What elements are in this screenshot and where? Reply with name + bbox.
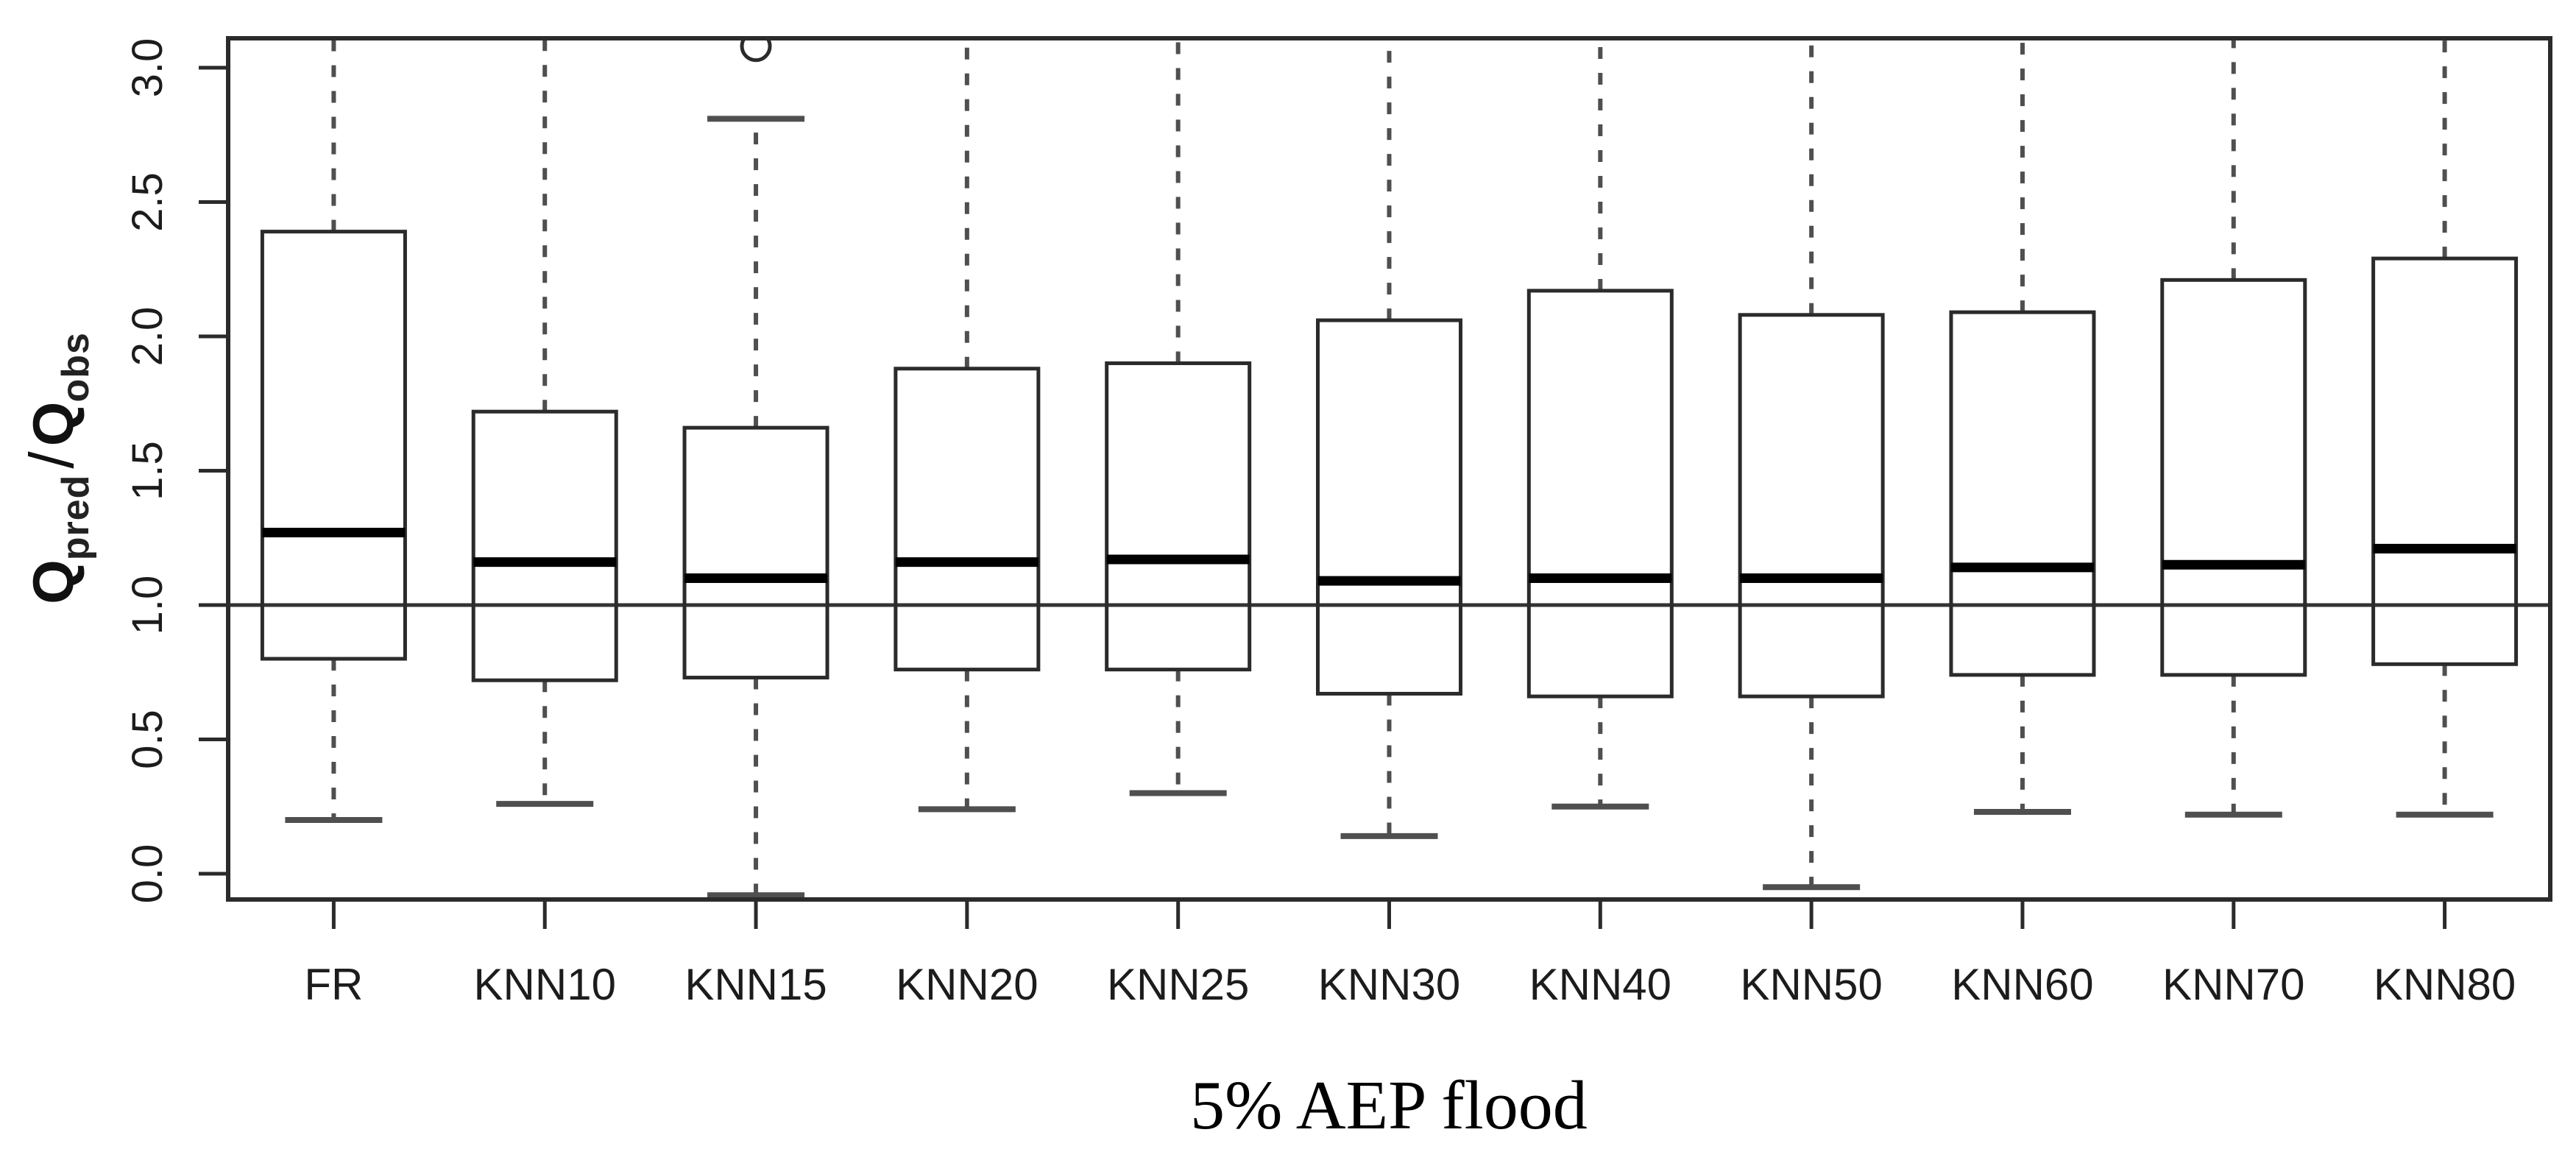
x-tick-label-KNN20: KNN20 [896,960,1038,1009]
y-axis-label-q-pred: Q [21,559,85,604]
x-tick-label-KNN60: KNN60 [1951,960,2093,1009]
x-tick-label-KNN80: KNN80 [2374,960,2516,1009]
x-tick-label-KNN50: KNN50 [1740,960,1882,1009]
x-tick-label-KNN15: KNN15 [684,960,827,1009]
box-FR [260,230,407,661]
y-axis-label-sub-obs: obs [54,332,97,403]
y-axis-label-q-obs: Q [21,400,85,447]
box-KNN10 [471,409,618,682]
y-axis-label-sub-pred: pred [54,474,97,561]
y-axis-label-slash: / [17,450,86,469]
x-tick-label-KNN25: KNN25 [1107,960,1249,1009]
box-KNN25 [1105,361,1252,672]
box-KNN70 [2160,278,2307,677]
x-tick-label-KNN30: KNN30 [1318,960,1460,1009]
box-KNN40 [1526,289,1674,699]
y-tick-label-3.0: 3.0 [124,38,171,98]
y-tick-label-2.0: 2.0 [124,307,171,367]
box-KNN50 [1738,313,1885,699]
plot-frame [226,36,2552,902]
y-tick-label-1.5: 1.5 [124,441,171,501]
box-KNN15 [682,425,829,680]
outlier-KNN15-0 [740,40,772,63]
y-tick-label-0.5: 0.5 [124,710,171,769]
x-tick-label-FR: FR [304,960,363,1009]
box-KNN80 [2371,256,2519,666]
y-axis-label: Qpred / Qobs [16,99,105,835]
box-KNN60 [1949,310,2096,677]
y-tick-label-2.5: 2.5 [124,172,171,232]
y-tick-label-0.0: 0.0 [124,844,171,904]
x-tick-label-KNN70: KNN70 [2162,960,2304,1009]
x-axis-title: 5% AEP flood [1190,1067,1588,1144]
box-KNN20 [894,367,1041,672]
y-tick-label-1.0: 1.0 [124,576,171,635]
box-KNN30 [1316,318,1462,696]
x-tick-label-KNN40: KNN40 [1529,960,1671,1009]
x-tick-label-KNN10: KNN10 [474,960,616,1009]
